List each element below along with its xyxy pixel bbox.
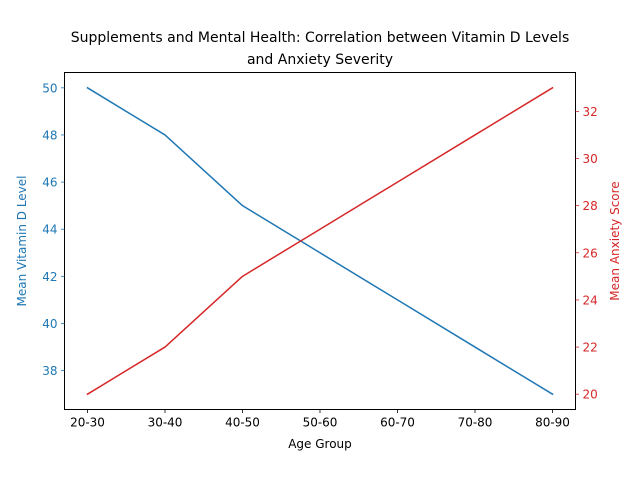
right-y-tick-label: 32 [583, 105, 598, 119]
x-tick-label: 20-30 [70, 416, 105, 430]
series-lines [86, 86, 554, 396]
x-axis-label: Age Group [288, 437, 352, 451]
right-y-tick-label: 22 [583, 341, 598, 355]
right-y-tick-label: 24 [583, 293, 598, 307]
left-y-tick-label: 50 [42, 81, 57, 95]
right-y-axis-label: Mean Anxiety Score [608, 181, 622, 300]
plot-area-frame [64, 72, 576, 410]
x-tick-label: 40-50 [225, 416, 260, 430]
left-y-tick-label: 44 [42, 223, 57, 237]
x-tick-label: 70-80 [458, 416, 493, 430]
left-y-tick-label: 42 [42, 270, 57, 284]
right-y-tick-label: 30 [583, 152, 598, 166]
right-y-tick-label: 26 [583, 246, 598, 260]
series-line-mean-anxiety-score [86, 86, 554, 396]
x-tick-label: 80-90 [535, 416, 570, 430]
left-y-tick-label: 38 [42, 364, 57, 378]
x-axis-ticks: 20-30 30-40 40-50 50-60 60-70 70-80 80-90 [70, 409, 570, 430]
series-line-mean-vitamin-d-level [86, 86, 554, 396]
left-y-tick-label: 48 [42, 128, 57, 142]
left-y-axis-label: Mean Vitamin D Level [15, 175, 29, 306]
left-y-tick-label: 40 [42, 317, 57, 331]
right-y-axis-ticks: 20 22 24 26 28 30 32 [575, 105, 598, 402]
chart-title-line-2: and Anxiety Severity [247, 52, 393, 68]
right-y-tick-label: 28 [583, 199, 598, 213]
left-y-axis-ticks: 38 40 42 44 46 48 50 [42, 81, 65, 378]
x-tick-label: 30-40 [148, 416, 183, 430]
x-tick-label: 60-70 [380, 416, 415, 430]
left-y-tick-label: 46 [42, 176, 57, 190]
chart-title-line-1: Supplements and Mental Health: Correlati… [71, 30, 570, 46]
right-y-tick-label: 20 [583, 388, 598, 402]
x-tick-label: 50-60 [303, 416, 338, 430]
